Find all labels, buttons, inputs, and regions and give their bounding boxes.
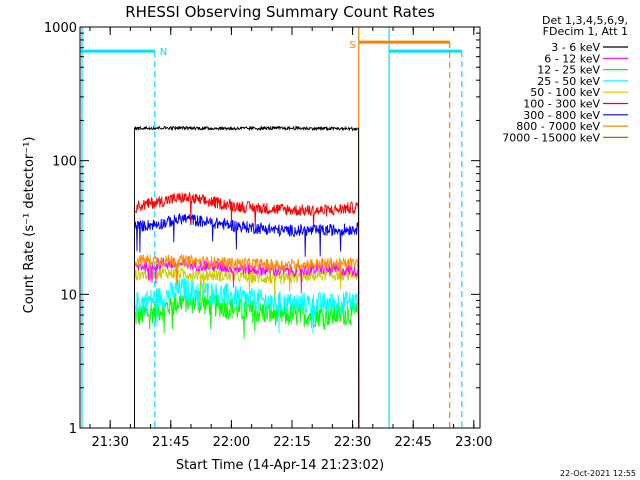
x-tick-label: 21:45 (152, 435, 189, 450)
series-line (134, 191, 360, 428)
legend-entry-label: 800 - 7000 keV (516, 120, 600, 133)
y-tick-label: 10 (60, 288, 77, 303)
y-axis-label: Count Rate (s⁻¹ detector⁻¹) (22, 137, 37, 314)
plot-frame (79, 26, 481, 429)
chart-title: RHESSI Observing Summary Count Rates (125, 3, 435, 21)
legend-entry-label: 7000 - 15000 keV (502, 131, 600, 144)
series-line (134, 289, 360, 428)
series-line (134, 267, 360, 428)
axis-ticks: 21:30 21:45 22:00 22:15 22:30 22:45 23:00 1 10 10… (44, 21, 493, 450)
legend-entry-label: 12 - 25 keV (537, 64, 600, 77)
legend-entry-label: 25 - 50 keV (537, 75, 600, 88)
x-axis-label: Start Time (14-Apr-14 21:23:02) (176, 458, 384, 473)
x-tick-label: 22:45 (394, 435, 431, 450)
saa-marker-label: S (349, 40, 355, 51)
x-tick-label: 23:00 (455, 435, 492, 450)
series-line (134, 253, 360, 428)
x-tick-label: 22:00 (213, 435, 250, 450)
legend-header: Det 1,3,4,5,6,9, (542, 14, 628, 27)
legend-entry-label: 50 - 100 keV (530, 86, 600, 99)
y-tick-label: 100 (52, 155, 77, 170)
legend-header: FDecim 1, Att 1 (543, 25, 628, 38)
legend-entry-label: 100 - 300 keV (523, 98, 600, 111)
night-marker-label: N (160, 47, 167, 58)
y-tick-label: 1 (69, 422, 77, 437)
series-line (134, 213, 360, 428)
series-line (134, 257, 360, 428)
data-series (134, 124, 360, 428)
footer-timestamp: 22-Oct-2021 12:55 (560, 469, 636, 478)
y-tick-label: 1000 (44, 21, 77, 36)
x-tick-label: 22:30 (334, 435, 371, 450)
legend-entry-label: 300 - 800 keV (523, 109, 600, 122)
x-tick-label: 22:15 (273, 435, 310, 450)
series-line (134, 124, 360, 428)
orbit-markers: NS (80, 27, 463, 428)
legend: Det 1,3,4,5,6,9,FDecim 1, Att 1 3 - 6 keV… (502, 14, 628, 144)
legend-entry-label: 6 - 12 keV (544, 52, 600, 65)
legend-entry-label: 3 - 6 keV (551, 41, 600, 54)
series-line (134, 277, 360, 428)
x-tick-label: 21:30 (91, 435, 128, 450)
